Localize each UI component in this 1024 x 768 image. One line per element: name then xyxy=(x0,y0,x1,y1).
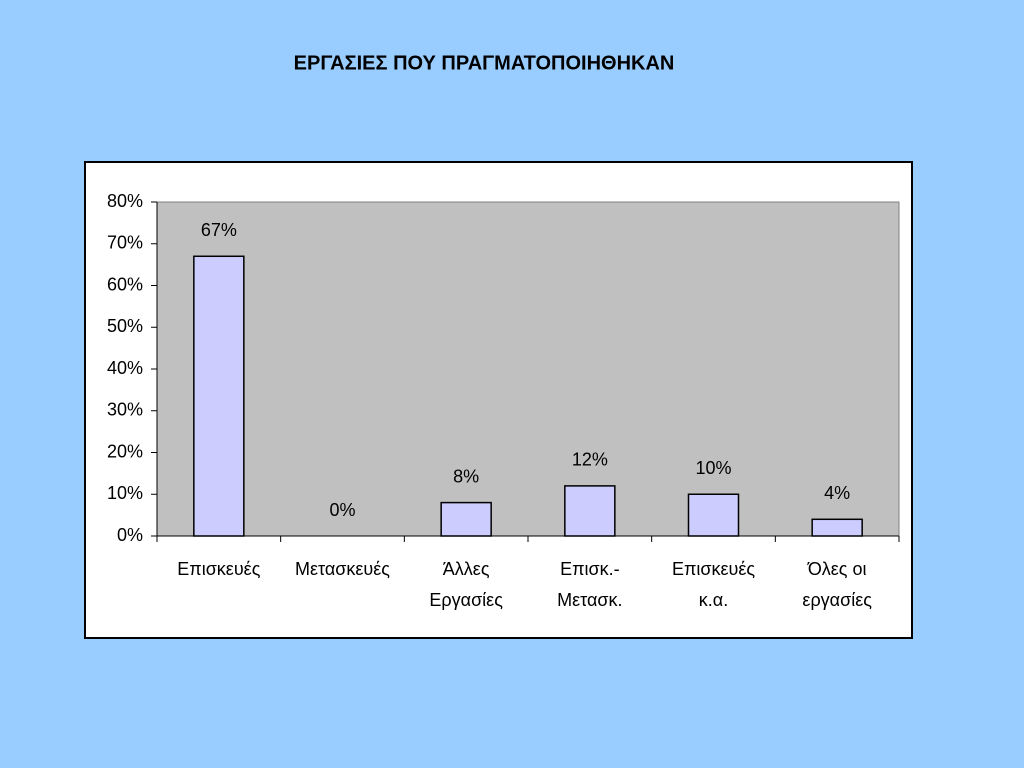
y-tick-label: 60% xyxy=(107,274,143,294)
y-tick-label: 80% xyxy=(107,191,143,211)
value-label: 4% xyxy=(824,483,850,503)
y-tick-label: 20% xyxy=(107,441,143,461)
bar xyxy=(440,501,492,537)
bar xyxy=(564,485,616,537)
x-tick-label: Μετασκευές xyxy=(295,559,390,579)
y-tick-label: 70% xyxy=(107,233,143,253)
value-label: 0% xyxy=(329,500,355,520)
x-tick-label: Όλες οι xyxy=(807,559,867,579)
y-tick-label: 50% xyxy=(107,316,143,336)
x-tick-label: Άλλες xyxy=(443,559,490,579)
value-label: 10% xyxy=(695,458,731,478)
y-tick-label: 10% xyxy=(107,483,143,503)
value-label: 67% xyxy=(201,220,237,240)
y-tick-label: 30% xyxy=(107,400,143,420)
value-label: 12% xyxy=(572,450,608,470)
x-tick-label: εργασίες xyxy=(802,590,872,610)
x-tick-label: Επισκ.- xyxy=(560,559,620,579)
bar xyxy=(687,493,740,537)
value-label: 8% xyxy=(453,466,479,486)
bar xyxy=(811,518,863,537)
x-tick-label: κ.α. xyxy=(699,590,728,610)
plot-area xyxy=(156,201,900,537)
x-tick-label: Μετασκ. xyxy=(557,590,622,610)
x-tick-label: Επισκευές xyxy=(672,559,755,579)
bar xyxy=(193,255,245,537)
x-tick-label: Εργασίες xyxy=(429,590,503,610)
x-tick-label: Επισκευές xyxy=(177,559,260,579)
chart-title: ΕΡΓΑΣΙΕΣ ΠΟΥ ΠΡΑΓΜΑΤΟΠΟΙΗΘΗΚΑΝ xyxy=(294,52,675,74)
y-tick-label: 0% xyxy=(117,525,143,545)
y-tick-label: 40% xyxy=(107,358,143,378)
